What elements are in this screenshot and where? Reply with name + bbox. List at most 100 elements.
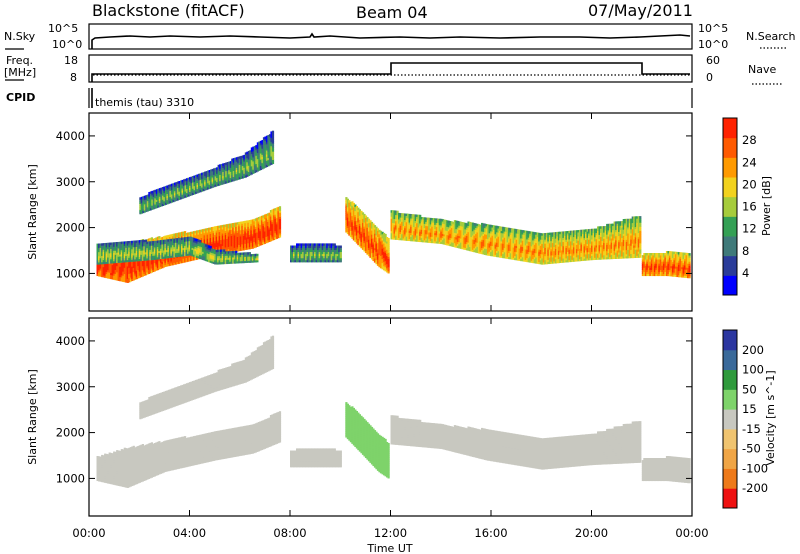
power-cell	[185, 241, 188, 244]
power-cell	[135, 276, 138, 280]
power-cell	[202, 245, 205, 248]
power-cell	[167, 249, 170, 252]
power-cell	[271, 155, 275, 158]
power-cell	[259, 155, 262, 158]
power-cell	[173, 233, 176, 236]
power-cell	[257, 223, 260, 226]
power-cell	[134, 264, 137, 268]
power-cell	[241, 167, 244, 171]
power-cell	[223, 173, 226, 176]
power-cell	[113, 271, 116, 274]
power-cell	[238, 156, 241, 159]
power-cell	[119, 254, 122, 257]
power-cell	[105, 267, 108, 270]
power-cell	[140, 274, 143, 278]
power-cell	[144, 268, 147, 272]
power-cell	[268, 216, 271, 220]
power-cell	[165, 245, 169, 249]
power-cell	[185, 245, 188, 248]
power-cell	[259, 222, 262, 226]
power-cell	[205, 232, 208, 235]
power-cell	[202, 237, 205, 240]
power-cell	[114, 260, 117, 264]
power-cell	[214, 176, 217, 179]
power-cell	[211, 237, 214, 240]
power-cell	[196, 241, 199, 244]
power-cell	[274, 208, 277, 211]
power-cell	[253, 241, 256, 245]
power-cell	[161, 242, 164, 245]
power-cell	[160, 199, 163, 203]
power-cell	[270, 160, 273, 163]
power-cell	[110, 256, 113, 260]
power-cell	[123, 259, 126, 263]
power-cell	[239, 248, 242, 251]
power-cell	[270, 147, 273, 151]
power-cell	[221, 239, 224, 242]
power-cell	[243, 173, 246, 176]
power-cell	[269, 224, 273, 227]
power-cell	[258, 141, 261, 144]
power-cell	[259, 140, 262, 144]
power-cell	[171, 255, 175, 258]
power-cell	[98, 265, 101, 269]
power-cell	[217, 236, 220, 239]
power-cell	[211, 231, 214, 234]
power-cell	[268, 150, 272, 154]
power-cell	[201, 176, 204, 180]
power-cell	[143, 267, 146, 270]
power-cell	[216, 171, 219, 174]
power-cell	[168, 253, 172, 256]
power-cell	[263, 224, 267, 228]
power-cell	[237, 167, 240, 170]
power-cell	[226, 234, 229, 237]
power-cell	[140, 209, 143, 212]
power-cell	[110, 272, 113, 276]
power-cell	[158, 188, 161, 191]
power-cell	[265, 213, 268, 217]
power-cell	[177, 257, 181, 260]
power-cell	[182, 243, 185, 247]
power-cell	[156, 240, 159, 243]
power-cell	[234, 170, 237, 173]
power-cell	[132, 244, 135, 248]
power-cell	[181, 179, 184, 183]
power-cell	[169, 188, 172, 191]
power-cell	[158, 252, 161, 256]
power-cell	[137, 252, 140, 256]
power-cell	[108, 259, 111, 262]
power-cell	[176, 246, 179, 249]
power-cell	[257, 233, 260, 236]
power-cell	[113, 252, 116, 256]
power-cell	[107, 274, 110, 277]
power-cell	[270, 135, 273, 138]
power-cell	[236, 228, 239, 231]
power-cell	[158, 254, 161, 258]
power-cell	[141, 270, 144, 273]
power-cell	[161, 187, 165, 190]
power-cell	[255, 147, 258, 150]
power-cell	[199, 238, 202, 241]
power-cell	[201, 187, 204, 190]
power-cell	[218, 251, 221, 255]
power-cell	[159, 252, 163, 255]
power-cell	[125, 243, 128, 246]
power-cell	[123, 255, 126, 259]
power-cell	[198, 182, 201, 185]
power-cell	[129, 273, 132, 276]
power-cell	[272, 225, 276, 228]
power-cell	[165, 253, 169, 257]
power-cell	[150, 259, 153, 263]
power-cell	[233, 226, 236, 230]
power-cell	[155, 203, 158, 207]
power-cell	[220, 178, 223, 181]
power-cell	[244, 231, 247, 234]
power-cell	[113, 277, 116, 280]
power-cell	[246, 170, 249, 173]
power-cell	[182, 231, 185, 234]
power-cell	[180, 196, 183, 200]
power-cell	[233, 222, 236, 226]
power-cell	[219, 176, 222, 180]
power-cell	[111, 268, 114, 272]
power-cell	[190, 247, 193, 250]
